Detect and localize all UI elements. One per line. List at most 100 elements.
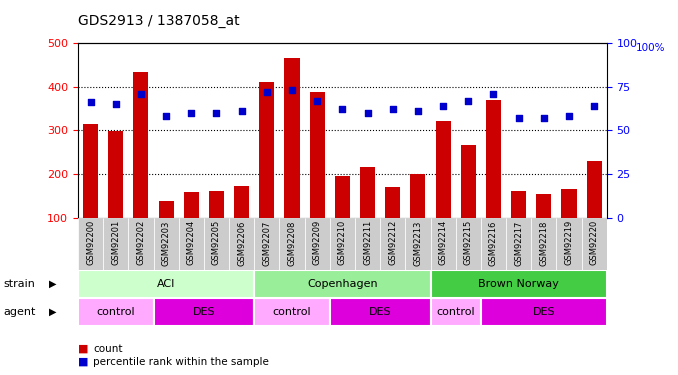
Text: GSM92208: GSM92208 xyxy=(287,220,296,266)
Text: GSM92210: GSM92210 xyxy=(338,220,347,266)
Bar xyxy=(506,217,532,270)
Text: GSM92218: GSM92218 xyxy=(540,220,549,266)
Text: GSM92201: GSM92201 xyxy=(111,220,120,266)
Text: GSM92215: GSM92215 xyxy=(464,220,473,266)
Text: GSM92207: GSM92207 xyxy=(262,220,271,266)
Bar xyxy=(134,72,148,217)
Text: GSM92212: GSM92212 xyxy=(388,220,397,266)
Text: control: control xyxy=(96,307,135,317)
Bar xyxy=(153,298,254,326)
Text: ACI: ACI xyxy=(157,279,176,289)
Text: GSM92206: GSM92206 xyxy=(237,220,246,266)
Text: control: control xyxy=(437,307,475,317)
Point xyxy=(538,115,549,121)
Text: GSM92209: GSM92209 xyxy=(313,220,321,266)
Text: GSM92217: GSM92217 xyxy=(514,220,523,266)
Bar xyxy=(431,217,456,270)
Bar xyxy=(254,298,330,326)
Text: GSM92204: GSM92204 xyxy=(187,220,196,266)
Text: 100%: 100% xyxy=(636,43,665,53)
Point xyxy=(312,98,323,104)
Text: Copenhagen: Copenhagen xyxy=(307,279,378,289)
Bar xyxy=(511,191,526,217)
Text: ■: ■ xyxy=(78,357,88,367)
Text: GSM92219: GSM92219 xyxy=(565,220,574,266)
Point xyxy=(136,91,146,97)
Point xyxy=(563,113,574,119)
Bar xyxy=(380,217,405,270)
Text: GSM92200: GSM92200 xyxy=(86,220,95,266)
Bar xyxy=(103,217,128,270)
Text: Brown Norway: Brown Norway xyxy=(478,279,559,289)
Point xyxy=(262,89,273,95)
Bar xyxy=(179,217,204,270)
Bar xyxy=(279,217,304,270)
Bar xyxy=(536,194,551,217)
Bar xyxy=(410,174,426,217)
Point xyxy=(211,110,222,116)
Text: ■: ■ xyxy=(78,344,88,354)
Text: ▶: ▶ xyxy=(49,307,56,317)
Bar xyxy=(78,217,103,270)
Bar xyxy=(78,270,254,298)
Bar xyxy=(330,298,431,326)
Bar xyxy=(486,100,501,218)
Point xyxy=(589,103,599,109)
Text: GSM92220: GSM92220 xyxy=(590,220,599,266)
Bar xyxy=(330,217,355,270)
Point xyxy=(85,99,96,105)
Bar xyxy=(184,192,199,217)
Text: DES: DES xyxy=(532,307,555,317)
Bar xyxy=(385,187,400,218)
Text: control: control xyxy=(273,307,311,317)
Bar xyxy=(204,217,229,270)
Bar xyxy=(586,161,602,218)
Point xyxy=(161,113,172,119)
Point xyxy=(412,108,423,114)
Point xyxy=(488,91,499,97)
Text: DES: DES xyxy=(193,307,215,317)
Text: GSM92211: GSM92211 xyxy=(363,220,372,266)
Bar xyxy=(285,58,300,217)
Point xyxy=(236,108,247,114)
Point xyxy=(337,106,348,112)
Text: GSM92216: GSM92216 xyxy=(489,220,498,266)
Bar xyxy=(481,298,607,326)
Bar xyxy=(229,217,254,270)
Text: agent: agent xyxy=(3,307,36,317)
Point xyxy=(362,110,373,116)
Bar xyxy=(435,121,451,218)
Bar xyxy=(304,217,330,270)
Text: GSM92203: GSM92203 xyxy=(161,220,171,266)
Bar xyxy=(83,124,98,218)
Text: GSM92214: GSM92214 xyxy=(439,220,447,266)
Bar xyxy=(335,176,350,218)
Bar xyxy=(582,217,607,270)
Point xyxy=(111,101,121,107)
Bar xyxy=(532,217,557,270)
Bar xyxy=(159,201,174,217)
Bar xyxy=(259,82,275,218)
Text: DES: DES xyxy=(369,307,391,317)
Text: GDS2913 / 1387058_at: GDS2913 / 1387058_at xyxy=(78,14,239,28)
Bar xyxy=(254,217,279,270)
Bar xyxy=(153,217,179,270)
Bar xyxy=(481,217,506,270)
Text: percentile rank within the sample: percentile rank within the sample xyxy=(93,357,268,367)
Text: GSM92205: GSM92205 xyxy=(212,220,221,266)
Point xyxy=(513,115,524,121)
Bar xyxy=(431,270,607,298)
Text: ▶: ▶ xyxy=(49,279,56,289)
Bar xyxy=(431,298,481,326)
Text: count: count xyxy=(93,344,123,354)
Bar xyxy=(209,191,224,217)
Bar xyxy=(310,92,325,218)
Bar xyxy=(405,217,431,270)
Bar xyxy=(456,217,481,270)
Bar xyxy=(128,217,153,270)
Bar xyxy=(461,145,476,218)
Bar xyxy=(360,167,375,217)
Point xyxy=(186,110,197,116)
Bar xyxy=(108,131,123,218)
Point xyxy=(438,103,449,109)
